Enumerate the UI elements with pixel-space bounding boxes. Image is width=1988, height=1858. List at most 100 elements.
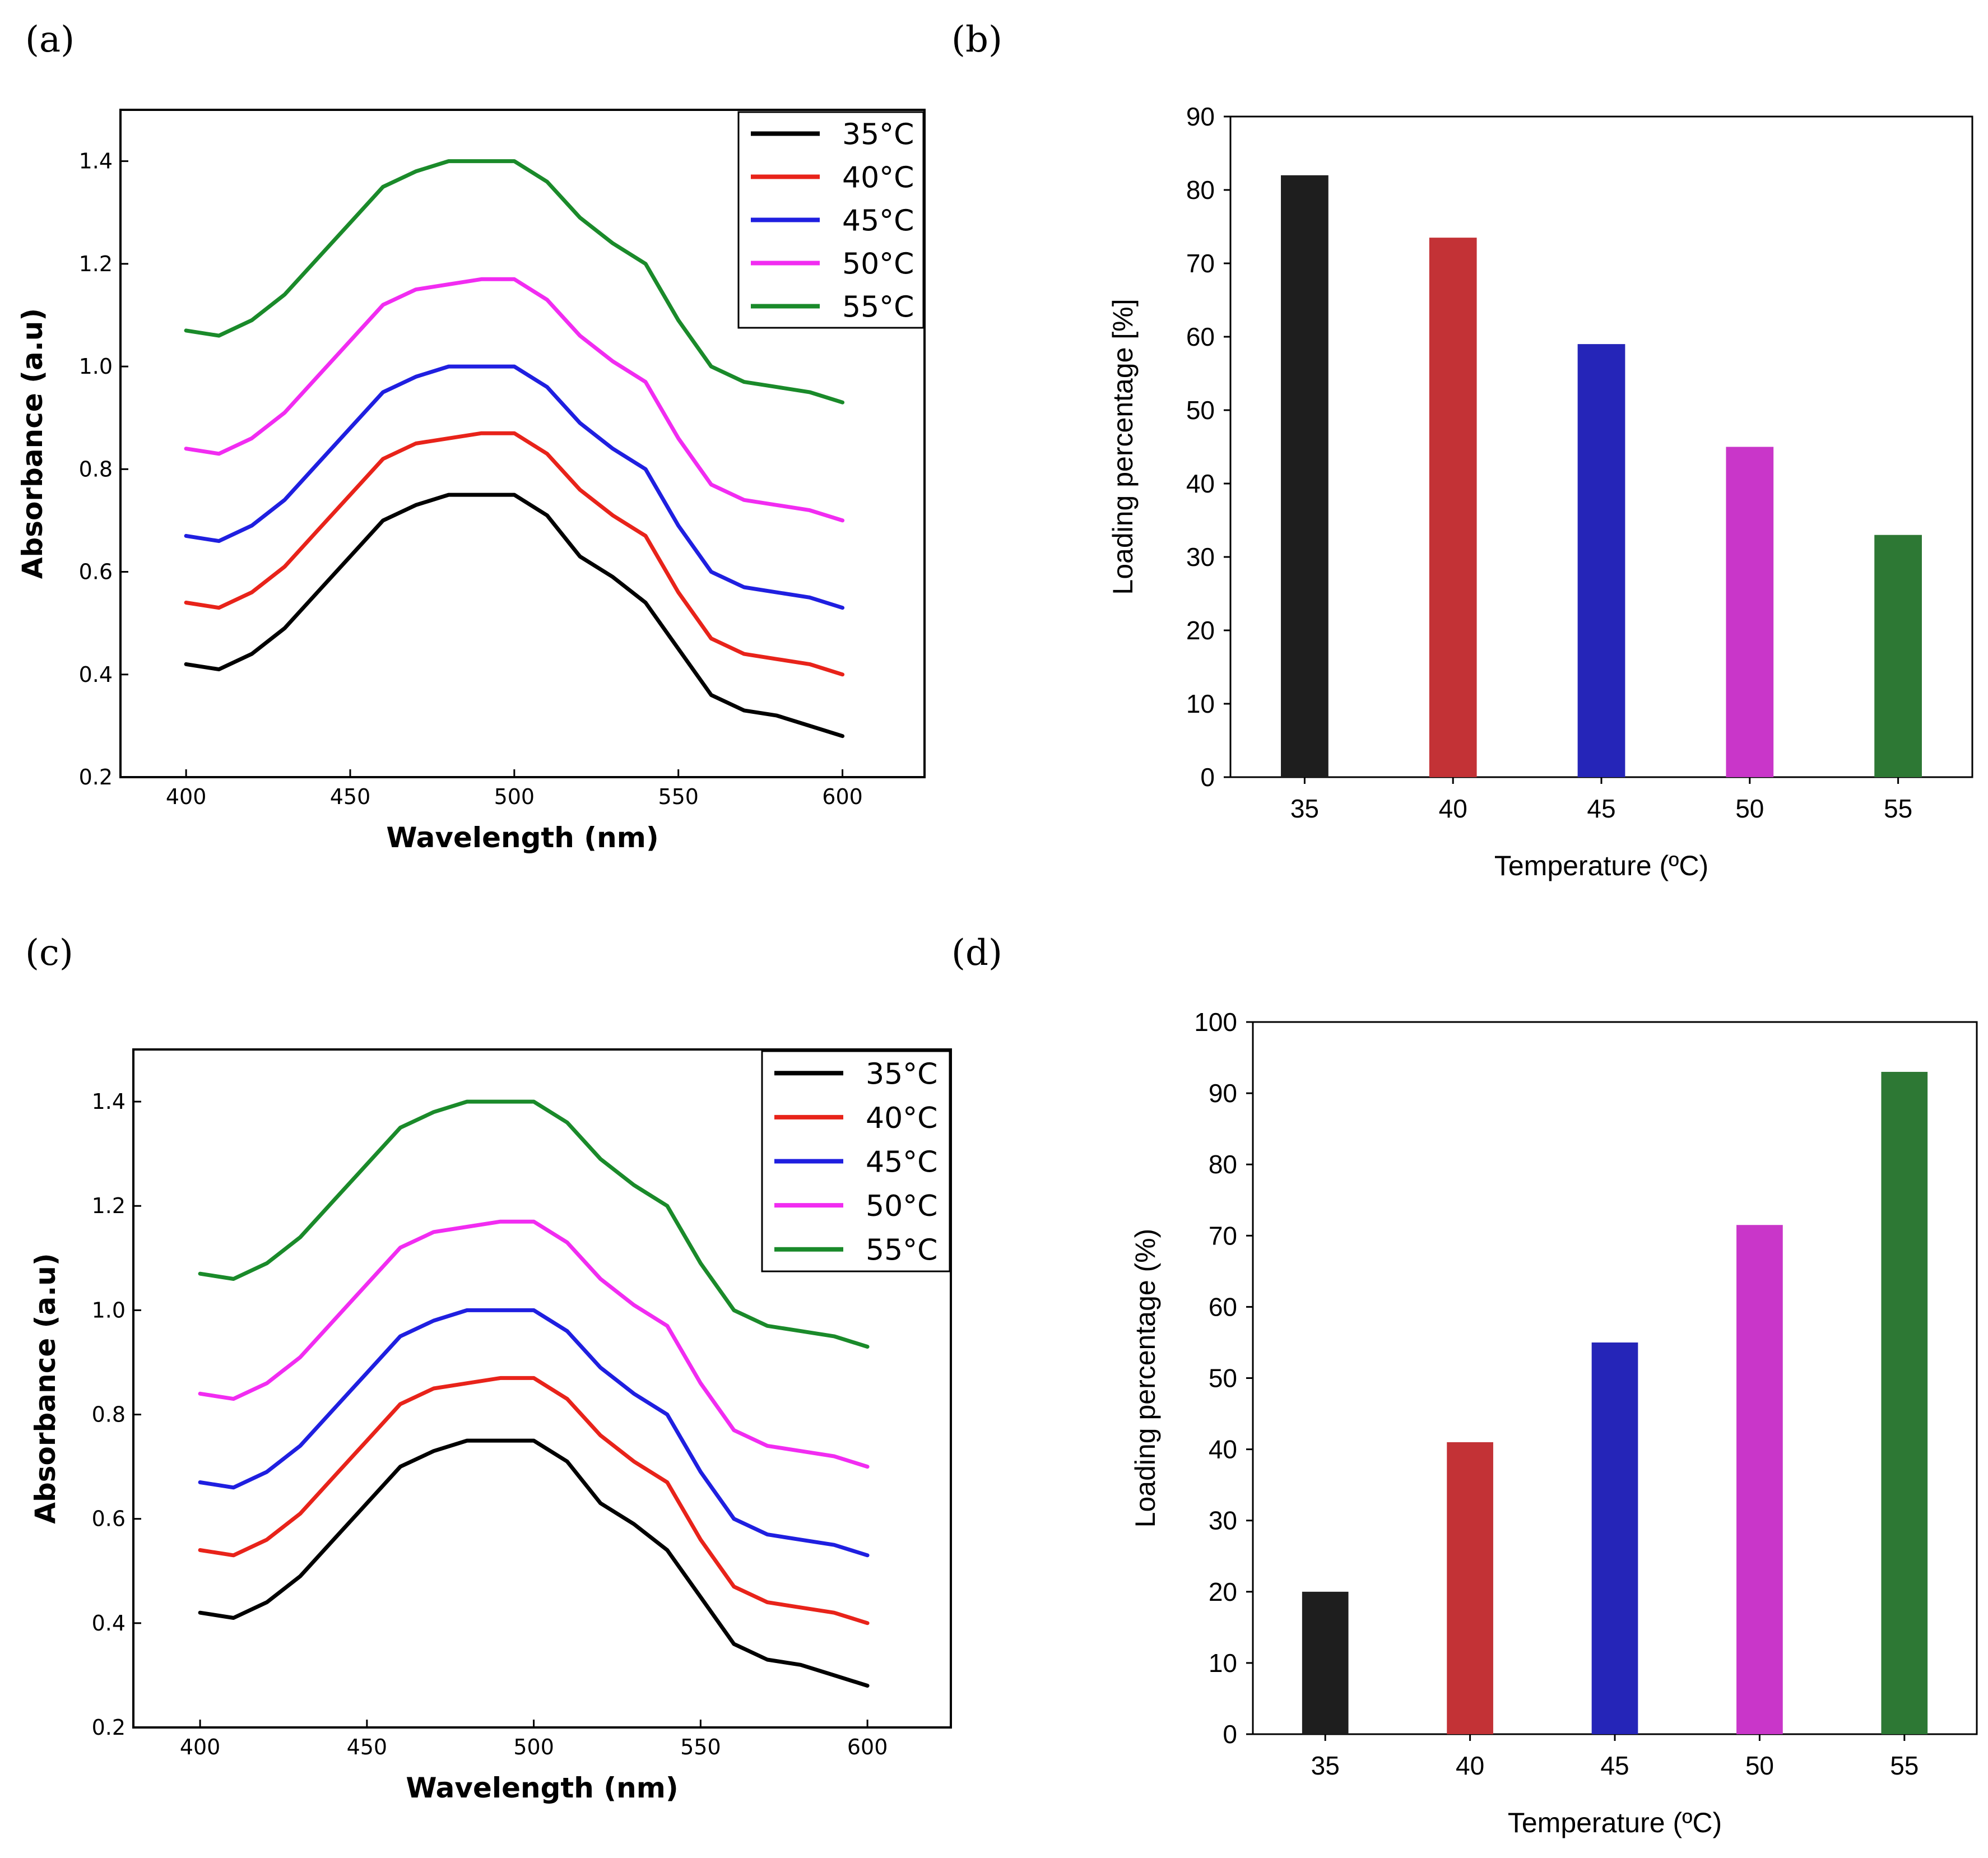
y-tick-label: 0.8: [79, 457, 113, 481]
series-line-4: [198, 1099, 870, 1349]
x-tick-label: 50: [1745, 1751, 1774, 1780]
x-axis-title: Temperature (ºC): [1494, 850, 1708, 881]
panel-label-a: (a): [25, 19, 75, 61]
y-tick-label: 90: [1186, 102, 1215, 131]
series-line-3: [198, 1219, 870, 1469]
y-tick-label: 0: [1223, 1720, 1237, 1749]
x-tick-label: 35: [1290, 794, 1319, 823]
series-line-2: [184, 364, 845, 610]
y-tick-label: 0.4: [79, 662, 113, 687]
bar-45: [1577, 344, 1625, 777]
y-tick-label: 1.4: [79, 149, 113, 174]
legend-label-1: 40°C: [866, 1102, 937, 1135]
y-tick-label: 60: [1186, 322, 1215, 351]
bar-55: [1874, 535, 1922, 777]
y-tick-label: 0.2: [79, 765, 113, 789]
bar-50: [1726, 447, 1774, 777]
y-tick-label: 30: [1186, 542, 1215, 572]
series-line-2: [198, 1308, 870, 1558]
x-tick-label: 45: [1600, 1751, 1629, 1780]
y-tick-label: 50: [1209, 1364, 1237, 1393]
y-axis-title: Loading percentage (%): [1130, 1229, 1161, 1528]
bar-45: [1591, 1342, 1638, 1734]
legend-label-2: 45°C: [866, 1146, 937, 1179]
y-tick-label: 60: [1209, 1292, 1237, 1321]
plot-frame: [119, 109, 926, 778]
x-tick-label: 55: [1884, 794, 1912, 823]
x-tick-label: 40: [1456, 1751, 1484, 1780]
panel-label-d: (d): [951, 932, 1002, 974]
y-tick-label: 50: [1186, 396, 1215, 425]
y-tick-label: 80: [1186, 175, 1215, 205]
series-line-1: [198, 1376, 870, 1625]
panel-label-b: (b): [951, 19, 1002, 61]
y-tick-label: 0.6: [92, 1507, 126, 1531]
y-tick-label: 20: [1186, 616, 1215, 645]
bar-55: [1881, 1071, 1928, 1734]
y-tick-label: 0.4: [92, 1611, 126, 1636]
x-tick-label: 500: [513, 1735, 554, 1759]
x-tick-label: 35: [1311, 1751, 1340, 1780]
panel-label-c: (c): [25, 932, 73, 974]
y-tick-label: 10: [1209, 1648, 1237, 1678]
bar-40: [1447, 1442, 1493, 1734]
legend-label-3: 50°C: [842, 248, 914, 281]
x-tick-label: 600: [847, 1735, 888, 1759]
y-tick-label: 1.4: [92, 1089, 126, 1114]
bar-50: [1736, 1225, 1783, 1734]
loading-bar-chart-b: 0 10 20 30 40 50 60 70 80 90 35 40 45 50 55 Temperature…: [1107, 102, 1973, 881]
x-tick-label: 450: [330, 784, 371, 809]
y-tick-label: 0.6: [79, 560, 113, 584]
y-tick-label: 0.2: [92, 1715, 126, 1740]
legend-label-1: 40°C: [842, 161, 914, 195]
bar-35: [1302, 1591, 1349, 1734]
y-axis-title: Absorbance (a.u): [29, 1253, 62, 1523]
x-tick-label: 40: [1439, 794, 1467, 823]
y-axis-title: Loading percentage [%]: [1107, 299, 1139, 594]
x-tick-label: 400: [166, 784, 207, 809]
series-line-4: [184, 159, 845, 405]
y-tick-label: 20: [1209, 1577, 1237, 1606]
x-axis-title: Temperature (ºC): [1508, 1807, 1722, 1838]
y-axis-title: Absorbance (a.u): [16, 308, 49, 579]
y-tick-label: 0.8: [92, 1402, 126, 1427]
legend-label-4: 55°C: [842, 291, 914, 324]
x-tick-label: 500: [494, 784, 535, 809]
y-tick-label: 100: [1194, 1007, 1237, 1037]
y-tick-label: 1.0: [79, 354, 113, 379]
x-tick-label: 45: [1587, 794, 1615, 823]
y-tick-label: 70: [1186, 249, 1215, 278]
x-tick-label: 55: [1890, 1751, 1919, 1780]
absorbance-chart-a: 0.2 0.4 0.6 0.8 1.0 1.2 1.4 400 450 500 550 600 35°C…: [16, 109, 926, 854]
x-axis-title: Wavelength (nm): [406, 1772, 678, 1804]
y-tick-label: 40: [1186, 469, 1215, 498]
bar-40: [1429, 238, 1477, 777]
x-tick-label: 400: [180, 1735, 221, 1759]
legend: 35°C 40°C 45°C 50°C 55°C: [737, 111, 925, 329]
x-tick-label: 550: [658, 784, 699, 809]
absorbance-chart-c: 0.2 0.4 0.6 0.8 1.0 1.2 1.4 400 450 500 550 600 35°C…: [29, 1048, 952, 1804]
y-tick-label: 0: [1200, 763, 1215, 792]
y-tick-label: 10: [1186, 689, 1215, 718]
y-tick-label: 80: [1209, 1150, 1237, 1179]
y-tick-label: 90: [1209, 1079, 1237, 1108]
x-tick-label: 50: [1735, 794, 1764, 823]
series-line-1: [184, 431, 845, 677]
y-tick-label: 1.2: [79, 252, 113, 276]
bar-35: [1281, 175, 1329, 777]
y-tick-label: 70: [1209, 1221, 1237, 1250]
legend-label-4: 55°C: [866, 1234, 937, 1267]
x-tick-label: 600: [822, 784, 863, 809]
legend-label-0: 35°C: [866, 1057, 937, 1091]
legend-label-2: 45°C: [842, 205, 914, 238]
series-line-0: [184, 493, 845, 738]
series-line-0: [198, 1438, 870, 1688]
legend-label-3: 50°C: [866, 1190, 937, 1223]
y-tick-label: 1.2: [92, 1193, 126, 1218]
y-tick-label: 40: [1209, 1435, 1237, 1464]
x-axis-title: Wavelength (nm): [386, 821, 658, 854]
x-tick-label: 550: [680, 1735, 721, 1759]
legend: 35°C 40°C 45°C 50°C 55°C: [761, 1050, 951, 1272]
loading-bar-chart-d: 0 10 20 30 40 50 60 70 80 90 100 35 40 45 50 55 Temperat…: [1130, 1007, 1978, 1838]
